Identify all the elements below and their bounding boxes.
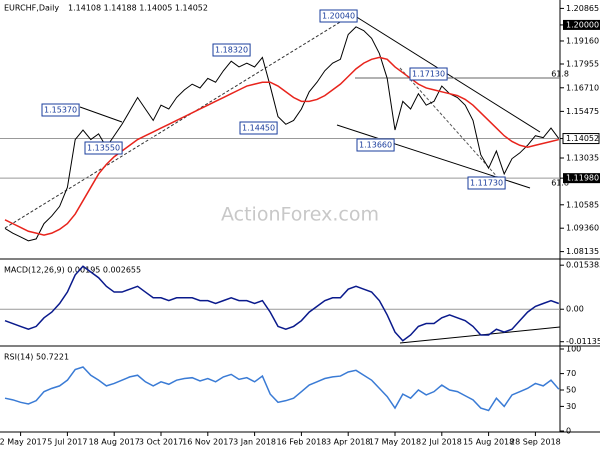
price-label-bg <box>562 133 600 145</box>
x-tick-label: 5 Jul 2017 <box>47 438 87 447</box>
series-line <box>4 26 560 242</box>
x-tick-label: 3 Oct 2017 <box>139 438 183 447</box>
x-tick-label: 18 Aug 2017 <box>89 438 140 447</box>
y-tick-label: 0 <box>566 427 571 436</box>
y-tick-label: 1.20000 <box>566 20 599 29</box>
y-tick-label: 70 <box>566 369 576 378</box>
annotation-box <box>41 103 80 117</box>
watermark: ActionForex.com <box>221 204 379 226</box>
y-tick-label: 0.015385 <box>566 261 600 270</box>
price-label-bg <box>563 19 600 30</box>
y-tick-label: 50 <box>566 386 576 395</box>
y-tick-label: 100 <box>566 345 581 354</box>
y-tick-label: -0.011352 <box>566 337 600 346</box>
x-tick-label: 16 Nov 2017 <box>182 438 233 447</box>
y-tick-label: 1.10585 <box>566 200 599 209</box>
annotation-box <box>409 67 448 81</box>
annotation-box <box>356 138 395 152</box>
x-tick-label: 3 Apr 2018 <box>326 438 370 447</box>
chart-subtitle: 1.14108 1.14188 1.14005 1.14052 <box>68 4 208 13</box>
y-tick-label: 0.00 <box>566 305 584 314</box>
price-annotation: 1.11730 <box>470 179 503 188</box>
series-line <box>4 366 560 412</box>
annotation-box <box>467 176 506 190</box>
trendline <box>79 106 123 123</box>
price-annotation: 1.13660 <box>359 141 392 150</box>
price-label-bg <box>563 173 600 184</box>
x-tick-label: 2 Jul 2018 <box>422 438 462 447</box>
y-tick-label: 1.08135 <box>566 247 599 256</box>
trendline <box>4 15 351 229</box>
annotation-box <box>239 121 278 135</box>
series-line <box>4 265 560 342</box>
x-tick-label: 28 Sep 2018 <box>510 438 561 447</box>
price-annotation: 1.17130 <box>412 70 445 79</box>
y-tick-label: 1.11980 <box>566 174 599 183</box>
fib-label: 61.8 <box>551 70 569 79</box>
price-annotation: 1.20040 <box>322 12 355 21</box>
y-tick-label: 1.19160 <box>566 36 599 45</box>
y-tick-label: 30 <box>566 402 576 411</box>
y-tick-label: 1.17955 <box>566 59 599 68</box>
annotation-box <box>84 141 123 155</box>
price-annotation: 1.15370 <box>44 106 77 115</box>
chart-title: EURCHF,Daily <box>4 4 59 13</box>
price-annotation: 1.13550 <box>87 144 120 153</box>
y-tick-label: 1.13035 <box>566 153 599 162</box>
indicator-title: MACD(12,26,9) 0.00195 0.002655 <box>4 266 141 275</box>
y-tick-label: 1.20865 <box>566 4 599 13</box>
price-annotation: 1.14450 <box>242 124 275 133</box>
x-tick-label: 17 May 2018 <box>369 438 421 447</box>
price-annotation: 1.18320 <box>215 46 248 55</box>
fib-label: 61.8 <box>551 179 569 188</box>
annotation-box <box>212 43 251 57</box>
trendline <box>399 67 501 181</box>
x-tick-label: 15 Aug 2018 <box>463 438 514 447</box>
y-tick-label: 1.16710 <box>566 83 599 92</box>
y-tick-label: 1.14052 <box>566 134 599 143</box>
y-tick-label: 1.15475 <box>566 107 599 116</box>
x-tick-label: 16 Feb 2018 <box>277 438 327 447</box>
indicator-title: RSI(14) 50.7221 <box>4 353 69 362</box>
x-tick-label: 22 May 2017 <box>0 438 47 447</box>
annotation-box <box>319 9 358 23</box>
series-line <box>4 56 559 236</box>
x-tick-label: 3 Jan 2018 <box>233 438 276 447</box>
y-tick-label: 1.09360 <box>566 224 599 233</box>
